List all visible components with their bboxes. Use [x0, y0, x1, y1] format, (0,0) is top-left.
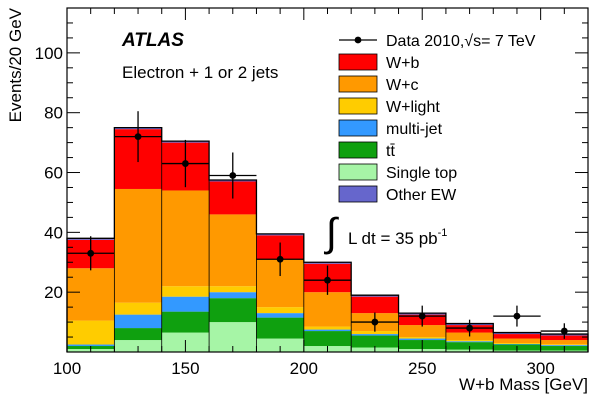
legend-swatch: [338, 141, 378, 159]
x-tick-label: 250: [408, 359, 436, 378]
data-point: [229, 172, 237, 179]
bar-w-light: [398, 337, 446, 339]
y-tick-label: 40: [44, 223, 63, 242]
axis-ticks: 100 150 200 250 300 20 40 60 80 100: [35, 7, 589, 378]
legend-swatch: [338, 97, 378, 115]
bar-w-c: [114, 188, 162, 303]
legend-swatch: [338, 163, 378, 181]
legend-label: W+b: [386, 55, 419, 72]
bar-tt: [256, 317, 304, 339]
x-tick-label: 100: [53, 359, 81, 378]
bar-w-light: [351, 331, 399, 335]
bar-multi-jet: [256, 313, 304, 318]
bar-multi-jet: [493, 343, 541, 345]
data-point: [276, 255, 284, 263]
bar-w-c: [540, 340, 588, 345]
legend: Data 2010,√s= 7 TeV W+b W+c W+light multi-je…: [338, 33, 536, 204]
channel-label: Electron + 1 or 2 jets: [122, 63, 278, 82]
bar-multi-jet: [209, 292, 257, 299]
experiment-label: ATLAS: [121, 30, 184, 51]
data-point: [513, 312, 521, 320]
data-point: [418, 312, 426, 320]
bar-other-ew: [303, 262, 352, 264]
bar-w-light: [114, 302, 162, 315]
bar-multi-jet: [67, 344, 115, 347]
bar-w-light: [67, 320, 115, 345]
bar-w-light: [540, 344, 588, 346]
legend-swatch: [338, 53, 378, 71]
bar-multi-jet: [114, 314, 162, 329]
legend-swatch: [338, 75, 378, 93]
bar-multi-jet: [351, 334, 399, 336]
legend-label: W+light: [386, 99, 440, 116]
bar-multi-jet: [161, 296, 210, 312]
bar-multi-jet: [303, 329, 352, 332]
x-tick-label: 200: [290, 359, 318, 378]
data-point: [466, 324, 473, 332]
bar-w-light: [209, 286, 257, 293]
data-point: [182, 160, 189, 167]
legend-label: tt̄: [386, 143, 395, 160]
luminosity-text: L dt = 35 pb: [348, 229, 438, 248]
stacked-histogram: [67, 127, 588, 352]
bar-other-ew: [351, 295, 399, 297]
bar-multi-jet: [398, 338, 446, 341]
legend-label: W+c: [386, 77, 418, 94]
bar-w-light: [161, 286, 210, 297]
y-tick-label: 80: [44, 104, 63, 123]
bar-w-light: [445, 340, 494, 342]
bar-tt: [445, 342, 494, 350]
luminosity-label: ∫ L dt = 35 pb-1: [324, 211, 447, 255]
y-tick-label: 60: [44, 164, 63, 183]
data-point: [560, 327, 568, 335]
data-points: [67, 111, 588, 339]
bar-w-light: [303, 326, 352, 330]
luminosity-exponent: -1: [438, 227, 448, 239]
x-tick-label: 150: [171, 359, 199, 378]
bar-w-b: [351, 296, 399, 314]
bar-tt: [161, 311, 210, 333]
legend-swatch: [338, 119, 378, 137]
bar-multi-jet: [445, 341, 494, 343]
data-point: [134, 133, 142, 141]
bar-tt: [209, 298, 257, 323]
x-tick-label: 300: [526, 359, 554, 378]
y-tick-label: 20: [44, 283, 63, 302]
legend-label: Data 2010,√s= 7 TeV: [386, 33, 536, 50]
legend-label: multi-jet: [386, 121, 443, 138]
legend-label: Other EW: [386, 187, 457, 204]
bar-w-c: [303, 292, 352, 327]
legend-data-marker: [354, 36, 362, 44]
total-stack-outline: [66, 127, 589, 352]
bar-other-ew: [256, 233, 304, 236]
y-axis-label: Events/20 GeV: [6, 7, 25, 122]
bar-tt: [114, 328, 162, 341]
data-point: [87, 249, 95, 257]
bar-w-c: [209, 214, 257, 287]
y-tick-label: 100: [35, 44, 63, 63]
legend-swatch: [338, 185, 378, 203]
svg-text:L dt = 35 pb-1: L dt = 35 pb-1: [348, 227, 447, 248]
bar-w-light: [256, 307, 304, 314]
bar-other-ew: [493, 332, 541, 335]
bar-multi-jet: [540, 345, 588, 347]
x-axis-label: W+b Mass [GeV]: [459, 375, 588, 394]
bar-single-top: [256, 338, 304, 352]
bar-tt: [351, 335, 399, 348]
bar-w-light: [493, 343, 541, 344]
integral-symbol: ∫: [324, 211, 340, 255]
data-point: [371, 318, 379, 326]
bar-w-c: [398, 325, 446, 338]
bar-w-c: [67, 268, 115, 321]
bar-w-c: [161, 190, 210, 287]
bar-w-b: [493, 334, 541, 339]
legend-label: Single top: [386, 165, 457, 182]
data-point: [324, 276, 331, 284]
bar-w-c: [493, 338, 541, 344]
bar-tt: [303, 331, 352, 347]
